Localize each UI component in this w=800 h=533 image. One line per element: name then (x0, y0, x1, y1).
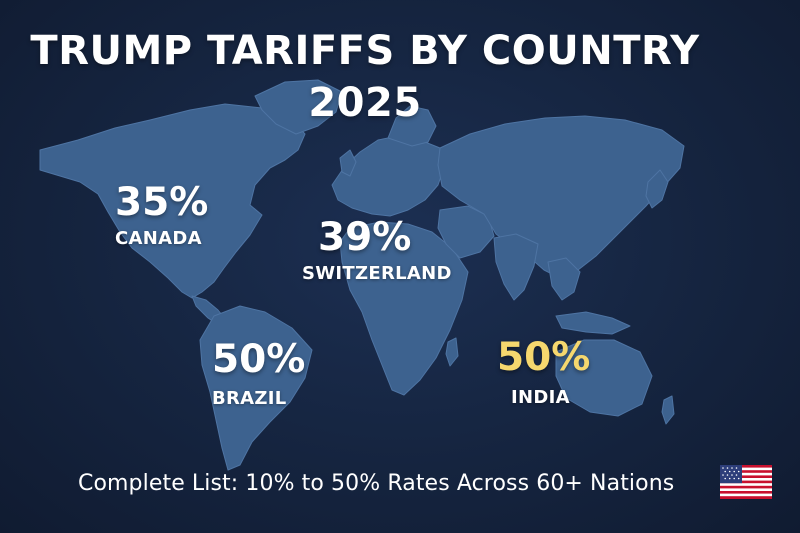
title-main: TRUMP TARIFFS BY COUNTRY (30, 28, 700, 74)
country-canada: CANADA (115, 228, 202, 249)
middle-east-landmass (437, 205, 495, 259)
rate-switzerland: 39% (318, 215, 412, 260)
callout-india: 50% INDIA (497, 338, 590, 408)
callout-canada: 35% CANADA (115, 183, 208, 249)
north-america-landmass (39, 103, 306, 299)
footer-caption: Complete List: 10% to 50% Rates Across 6… (78, 471, 675, 496)
rate-brazil: 50% (212, 337, 306, 382)
uk-landmass (339, 149, 357, 177)
country-switzerland: SWITZERLAND (302, 263, 452, 284)
new-zealand-landmass (661, 395, 675, 425)
greenland-landmass (254, 79, 343, 135)
south-america-landmass (199, 305, 313, 471)
india-landmass (493, 233, 539, 301)
rate-canada: 35% (115, 180, 209, 225)
callout-brazil: 50% BRAZIL (212, 340, 305, 409)
japan-landmass (645, 169, 669, 209)
scandinavia-landmass (387, 105, 437, 147)
title-year: 2025 (308, 80, 422, 126)
madagascar-landmass (445, 337, 459, 367)
africa-landmass (339, 221, 469, 396)
australia-landmass (555, 339, 653, 417)
asia-landmass (437, 115, 685, 279)
indonesia-landmass (555, 311, 631, 335)
southeast-asia-landmass (547, 257, 581, 301)
callout-switzerland: 39% SWITZERLAND (302, 215, 452, 284)
country-india: INDIA (511, 387, 570, 408)
rate-india: 50% (497, 335, 591, 380)
country-brazil: BRAZIL (212, 388, 287, 409)
us-flag-icon (720, 465, 772, 499)
